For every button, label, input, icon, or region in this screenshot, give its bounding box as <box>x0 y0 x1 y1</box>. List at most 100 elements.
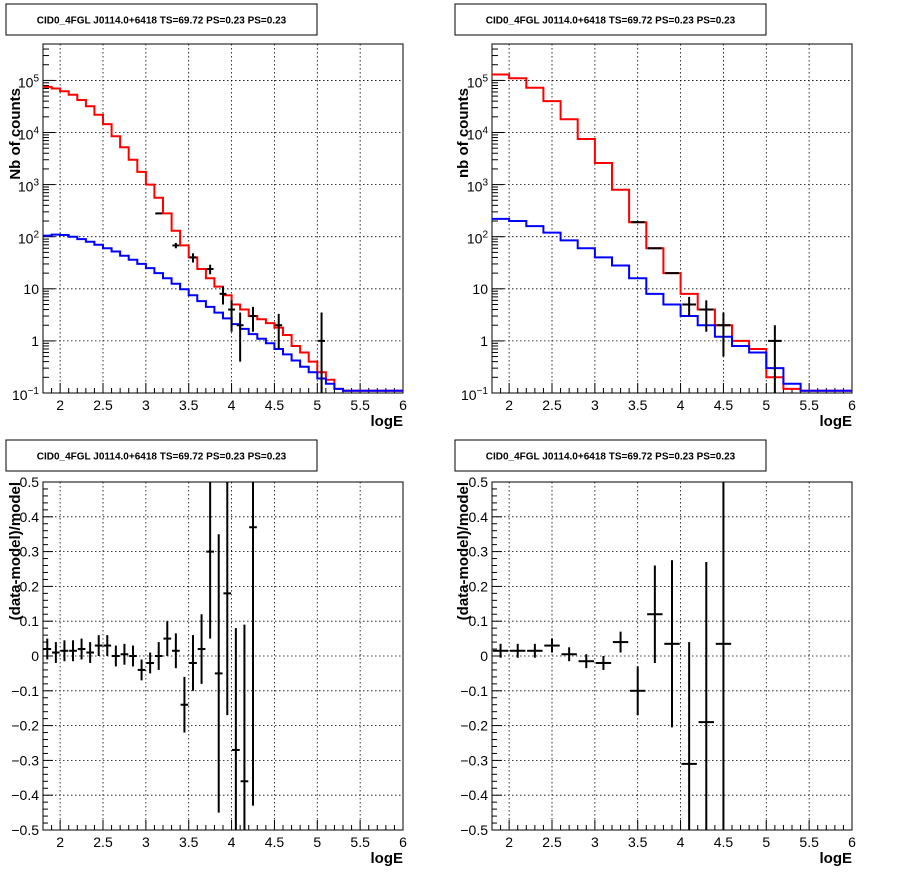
x-tick-label: 4 <box>677 397 685 413</box>
residual-point <box>630 666 646 716</box>
data-point <box>249 306 257 332</box>
y-tick-label: 0.4 <box>469 509 489 525</box>
y-tick-label: 0 <box>31 648 39 664</box>
residual-point <box>595 656 612 670</box>
x-tick-label: 5 <box>313 834 321 850</box>
data-point <box>768 325 782 393</box>
y-axis-label: (data-model)/model <box>455 482 472 620</box>
residual-point <box>223 482 232 716</box>
y-tick-label: 1 <box>31 333 39 349</box>
y-tick-label: 104 <box>18 126 40 143</box>
chart-panel-2: CID0_4FGL J0114.0+6418 TS=69.72 PS=0.23 … <box>454 3 856 430</box>
x-tick-label: 3 <box>142 834 150 850</box>
residual-point <box>189 635 197 691</box>
y-tick-label: 104 <box>467 126 489 143</box>
y-tick-label: −0.1 <box>460 683 488 699</box>
y-tick-label: −0.5 <box>460 822 488 838</box>
residual-point <box>561 647 577 662</box>
y-tick-label: 1 <box>480 333 488 349</box>
residual-point <box>698 562 714 830</box>
residual-point <box>197 614 206 684</box>
y-tick-label: 0.2 <box>469 578 489 594</box>
x-tick-label: 2 <box>505 834 513 850</box>
chart-title: CID0_4FGL J0114.0+6418 TS=69.72 PS=0.23 … <box>37 452 287 463</box>
x-tick-label: 6 <box>848 397 856 413</box>
data-point <box>699 300 714 332</box>
x-tick-label: 5 <box>762 397 770 413</box>
x-tick-label: 3.5 <box>628 397 648 413</box>
y-tick-label: 10 <box>472 281 488 297</box>
residual-point <box>146 652 154 674</box>
data-point <box>318 312 325 393</box>
grid <box>43 482 403 830</box>
x-tick-label: 5.5 <box>350 834 370 850</box>
x-ticks <box>42 383 404 393</box>
series-line-component <box>43 233 403 392</box>
residual-point <box>681 642 697 830</box>
chart-title: CID0_4FGL J0114.0+6418 TS=69.72 PS=0.23 … <box>37 16 287 27</box>
residual-point <box>163 621 172 656</box>
y-tick-label: −0.3 <box>11 752 39 768</box>
residual-point <box>120 643 129 665</box>
y-ticks <box>492 43 504 394</box>
x-tick-label: 5.5 <box>350 397 370 413</box>
residual-point <box>510 643 526 658</box>
x-tick-label: 6 <box>399 397 407 413</box>
y-tick-label: 102 <box>467 230 489 247</box>
title-box <box>454 3 767 36</box>
y-tick-label: 103 <box>467 178 489 195</box>
x-axis-label: logE <box>820 850 853 867</box>
y-tick-label: 105 <box>467 73 489 90</box>
residual-point <box>86 642 94 663</box>
residual-point <box>492 643 509 658</box>
residual-point <box>129 645 137 667</box>
y-tick-label: 0.3 <box>469 544 489 560</box>
x-tick-label: 6 <box>848 834 856 850</box>
residual-point <box>664 560 680 728</box>
y-tick-label: −0.2 <box>460 718 488 734</box>
residual-point <box>154 642 163 670</box>
x-tick-label: 2 <box>505 397 513 413</box>
x-axis-label: logE <box>371 850 404 867</box>
y-tick-label: −0.3 <box>460 752 488 768</box>
data-point <box>172 242 180 249</box>
y-ticks <box>43 481 53 831</box>
x-tick-label: 2 <box>56 834 64 850</box>
x-tick-label: 5 <box>762 834 770 850</box>
residual-point <box>578 654 594 669</box>
x-tick-label: 3.5 <box>179 834 199 850</box>
chart-title: CID0_4FGL J0114.0+6418 TS=69.72 PS=0.23 … <box>486 16 736 27</box>
residual-point <box>52 642 60 663</box>
y-tick-label: 102 <box>18 230 40 247</box>
y-axis-label: (data-model)/model <box>7 482 24 620</box>
residual-point <box>94 635 103 656</box>
data-point <box>228 300 235 332</box>
residual-point <box>214 534 223 813</box>
x-axis-label: logE <box>371 413 404 430</box>
x-tick-label: 2.5 <box>542 397 562 413</box>
y-ticks <box>492 481 502 831</box>
x-tick-label: 2.5 <box>542 834 562 850</box>
chart-panel-3: CID0_4FGL J0114.0+6418 TS=69.72 PS=0.23 … <box>5 439 407 867</box>
y-tick-label: 0.1 <box>469 613 489 629</box>
x-ticks <box>491 820 853 830</box>
x-tick-label: 5 <box>313 397 321 413</box>
x-tick-label: 4 <box>228 397 236 413</box>
x-tick-label: 3 <box>591 397 599 413</box>
residual-point <box>527 643 543 658</box>
x-tick-label: 4.5 <box>265 397 285 413</box>
y-tick-label: 0.4 <box>20 509 40 525</box>
residual-point <box>206 482 214 639</box>
data-point <box>189 253 197 263</box>
x-tick-label: 3 <box>591 834 599 850</box>
x-tick-label: 5.5 <box>799 834 819 850</box>
x-axis-label: logE <box>820 413 853 430</box>
x-tick-label: 5.5 <box>799 397 819 413</box>
data-point <box>275 313 283 349</box>
x-tick-label: 3 <box>142 397 150 413</box>
series-line-model <box>43 85 403 392</box>
residual-point <box>240 624 249 830</box>
x-tick-label: 4 <box>677 834 685 850</box>
x-tick-label: 3.5 <box>179 397 199 413</box>
residual-point <box>647 565 663 663</box>
